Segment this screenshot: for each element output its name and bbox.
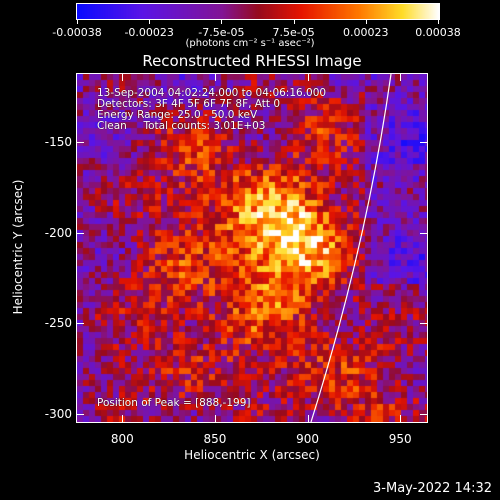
colorbar-tick-label: -7.5e-05	[198, 26, 245, 39]
colorbar	[76, 3, 440, 20]
y-tick-mark	[76, 323, 84, 325]
colorbar-tick-label: 0.00023	[343, 26, 389, 39]
colorbar-tick-mark	[149, 20, 151, 24]
colorbar-tick-mark	[77, 20, 78, 24]
info-line-energy: Energy Range: 25.0 - 50.0 keV	[97, 109, 258, 121]
x-tick-mark	[214, 415, 216, 423]
solar-limb-line	[310, 74, 392, 422]
y-tick-label: -150	[44, 134, 72, 149]
y-tick-mark	[76, 232, 84, 234]
colorbar-tick-label: 7.5e-05	[272, 26, 315, 39]
peak-position-label: Position of Peak = [888,-199]	[97, 397, 251, 409]
colorbar-tick-mark	[293, 20, 295, 24]
rhessi-image: 13-Sep-2004 04:02:24.000 to 04:06:16.000…	[76, 73, 428, 423]
plot-title: Reconstructed RHESSI Image	[142, 52, 362, 70]
y-axis-label: Heliocentric Y (arcsec)	[11, 179, 25, 315]
heatmap-canvas	[77, 74, 427, 422]
colorbar-tick-label: -0.00023	[124, 26, 174, 39]
x-tick-label: 800	[110, 432, 134, 446]
y-tick-label: -300	[44, 406, 72, 421]
footer-date: 3-May-2022 14:32	[373, 481, 492, 496]
y-tick-label: -200	[44, 225, 72, 240]
x-tick-mark	[400, 73, 402, 81]
colorbar-tick-label: -0.00038	[52, 26, 102, 39]
y-tick-mark	[76, 413, 84, 415]
x-tick-label: 900	[296, 432, 320, 446]
info-line-time: 13-Sep-2004 04:02:24.000 to 04:06:16.000	[97, 87, 327, 99]
x-tick-label: 850	[203, 432, 227, 446]
y-tick-mark	[420, 413, 428, 415]
info-line-clean: Clean Total counts: 3.01E+03	[97, 120, 266, 132]
y-tick-mark	[76, 141, 84, 143]
x-tick-mark	[400, 415, 402, 423]
colorbar-tick-mark	[221, 20, 223, 24]
x-tick-mark	[307, 73, 309, 81]
x-tick-mark	[122, 73, 124, 81]
x-tick-label: 950	[388, 432, 412, 446]
colorbar-tick-mark	[438, 20, 439, 24]
colorbar-tick-label: 0.00038	[415, 26, 461, 39]
colorbar-tick-mark	[365, 20, 367, 24]
x-tick-mark	[214, 73, 216, 81]
y-tick-mark	[420, 141, 428, 143]
x-tick-mark	[122, 415, 124, 423]
info-line-detectors: Detectors: 3F 4F 5F 6F 7F 8F, Att 0	[97, 98, 281, 110]
y-tick-label: -250	[44, 316, 72, 331]
y-tick-mark	[420, 323, 428, 325]
colorbar-units-label: (photons cm⁻² s⁻¹ asec⁻²)	[185, 38, 315, 49]
x-axis-label: Heliocentric X (arcsec)	[184, 448, 320, 462]
x-tick-mark	[307, 415, 309, 423]
y-tick-mark	[420, 232, 428, 234]
